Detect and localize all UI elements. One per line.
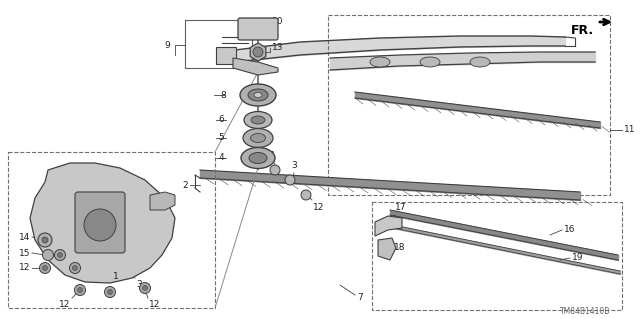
Text: 12: 12: [149, 300, 161, 309]
Circle shape: [143, 286, 147, 291]
Text: 12: 12: [313, 203, 324, 212]
Text: 2: 2: [182, 181, 188, 189]
Circle shape: [74, 285, 86, 295]
Text: FR.: FR.: [571, 24, 594, 36]
Text: 7: 7: [357, 293, 363, 301]
Text: 19: 19: [572, 253, 584, 262]
Text: 1: 1: [113, 272, 119, 281]
FancyBboxPatch shape: [238, 18, 278, 40]
Circle shape: [140, 283, 150, 293]
Text: 9: 9: [164, 41, 170, 49]
Text: 18: 18: [394, 242, 406, 251]
Ellipse shape: [240, 84, 276, 106]
Circle shape: [40, 263, 51, 273]
Polygon shape: [150, 192, 175, 210]
Polygon shape: [233, 58, 278, 75]
Text: 17: 17: [395, 203, 406, 212]
Circle shape: [253, 47, 263, 57]
Circle shape: [77, 287, 83, 293]
Circle shape: [42, 249, 54, 261]
Circle shape: [285, 175, 295, 185]
Polygon shape: [250, 43, 266, 61]
Circle shape: [301, 190, 311, 200]
Ellipse shape: [243, 129, 273, 147]
Text: 10: 10: [272, 18, 284, 26]
Text: 5: 5: [218, 133, 224, 143]
Ellipse shape: [250, 133, 266, 143]
FancyBboxPatch shape: [75, 192, 125, 253]
Text: 4: 4: [218, 153, 224, 162]
Text: 15: 15: [19, 249, 30, 257]
FancyBboxPatch shape: [216, 47, 236, 64]
Text: 11: 11: [624, 125, 636, 135]
Text: 3: 3: [136, 280, 141, 289]
Circle shape: [42, 237, 48, 243]
Text: TM84B1410B: TM84B1410B: [560, 308, 611, 316]
Ellipse shape: [251, 116, 265, 124]
Circle shape: [270, 165, 280, 175]
Ellipse shape: [420, 57, 440, 67]
Text: 12: 12: [59, 300, 70, 309]
Circle shape: [70, 263, 81, 273]
Circle shape: [54, 249, 65, 261]
Text: 3: 3: [291, 161, 297, 170]
Text: 16: 16: [564, 225, 575, 234]
Text: 13: 13: [272, 43, 284, 53]
Text: 8: 8: [220, 91, 226, 100]
Ellipse shape: [241, 147, 275, 168]
Text: 12: 12: [19, 263, 30, 272]
Text: 6: 6: [218, 115, 224, 124]
Polygon shape: [30, 163, 175, 283]
Ellipse shape: [244, 112, 272, 129]
Circle shape: [108, 290, 113, 294]
Circle shape: [104, 286, 115, 298]
Circle shape: [84, 209, 116, 241]
Circle shape: [42, 265, 47, 271]
Ellipse shape: [249, 152, 267, 164]
Text: 14: 14: [19, 233, 30, 241]
Ellipse shape: [370, 57, 390, 67]
Circle shape: [58, 253, 63, 257]
Circle shape: [72, 265, 77, 271]
Ellipse shape: [248, 89, 268, 101]
Polygon shape: [378, 238, 396, 260]
Ellipse shape: [470, 57, 490, 67]
Text: 1: 1: [270, 151, 276, 160]
Ellipse shape: [254, 93, 262, 98]
Polygon shape: [375, 216, 402, 236]
Circle shape: [38, 233, 52, 247]
